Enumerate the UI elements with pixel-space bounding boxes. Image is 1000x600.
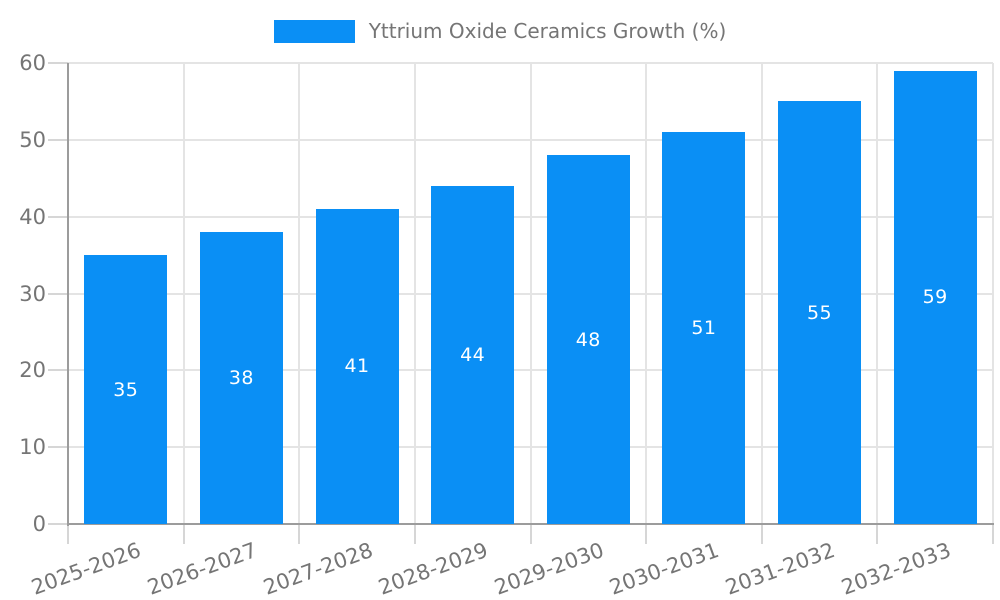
x-axis-tick	[413, 524, 416, 544]
x-axis-tick	[182, 524, 185, 544]
x-tick-label: 2032-2033	[837, 537, 954, 600]
y-tick-label: 10	[19, 435, 46, 460]
y-tick-label: 50	[19, 127, 46, 152]
y-axis-tick	[48, 215, 68, 218]
gridline-vertical	[529, 63, 532, 524]
x-axis-tick	[992, 524, 994, 544]
y-axis-tick	[48, 446, 68, 449]
bar: 44	[431, 185, 515, 524]
gridline-vertical	[992, 63, 994, 524]
bar: 48	[546, 155, 630, 524]
bar-value-label: 51	[691, 317, 717, 340]
bar: 38	[199, 232, 283, 524]
x-tick-label: 2031-2032	[722, 537, 839, 600]
bar: 35	[84, 255, 168, 524]
legend-label: Yttrium Oxide Ceramics Growth (%)	[368, 19, 727, 43]
bar: 59	[893, 70, 977, 524]
gridline-vertical	[876, 63, 879, 524]
gridline-vertical	[760, 63, 763, 524]
legend-swatch	[273, 19, 355, 43]
y-tick-label: 20	[19, 358, 46, 383]
x-tick-label: 2030-2031	[606, 537, 723, 600]
y-tick-label: 30	[19, 281, 46, 306]
bar: 41	[315, 208, 399, 524]
bar-value-label: 41	[344, 355, 370, 378]
x-axis-tick	[529, 524, 532, 544]
x-axis-tick	[876, 524, 879, 544]
x-axis-tick	[298, 524, 301, 544]
y-axis-tick	[48, 369, 68, 372]
y-axis-tick	[48, 138, 68, 141]
y-axis-tick	[48, 62, 68, 64]
bar-value-label: 59	[922, 286, 948, 309]
x-tick-label: 2027-2028	[259, 537, 376, 600]
gridline-vertical	[413, 63, 416, 524]
y-tick-label: 0	[32, 512, 46, 536]
bar-value-label: 38	[228, 367, 255, 389]
x-tick-label: 2029-2030	[491, 537, 607, 600]
y-tick-label: 60	[19, 51, 46, 75]
x-axis-tick	[67, 524, 69, 544]
bar: 55	[778, 101, 862, 524]
gridline-vertical	[298, 63, 301, 524]
bar-value-label: 48	[575, 328, 601, 351]
y-axis-tick	[48, 523, 68, 525]
y-axis-tick	[48, 292, 68, 295]
y-tick-label: 40	[19, 204, 46, 229]
x-axis-line	[67, 523, 994, 525]
x-tick-label: 2028-2029	[375, 537, 492, 600]
bar-value-label: 55	[806, 301, 833, 324]
x-axis-tick	[645, 524, 648, 544]
x-tick-label: 2026-2027	[144, 537, 260, 600]
bar-value-label: 44	[460, 343, 486, 366]
x-tick-label: 2025-2026	[28, 537, 145, 600]
bar: 51	[662, 132, 746, 524]
x-axis-tick	[760, 524, 763, 544]
gridline-vertical	[645, 63, 648, 524]
legend: Yttrium Oxide Ceramics Growth (%)	[0, 19, 1000, 43]
bar-value-label: 35	[113, 378, 139, 401]
y-axis-line	[67, 63, 69, 526]
gridline-vertical	[182, 63, 185, 524]
